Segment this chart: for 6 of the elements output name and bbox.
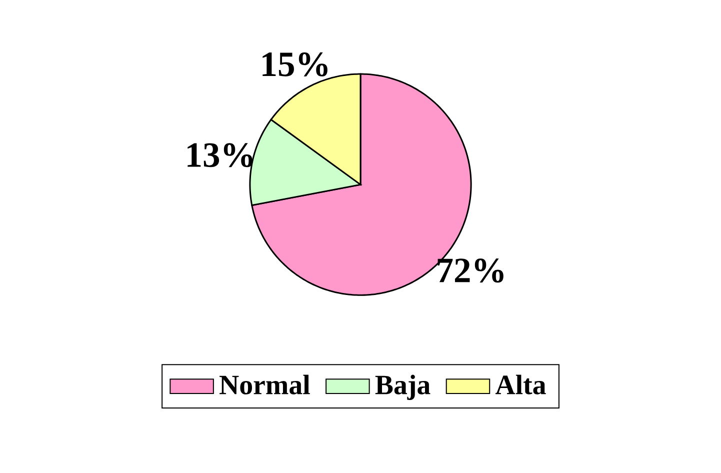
data-label: 13% — [188, 143, 252, 168]
legend-label: Normal — [220, 374, 310, 394]
legend-label: Alta — [495, 374, 546, 394]
data-label: 15% — [262, 52, 328, 76]
data-label: 72% — [438, 258, 504, 283]
legend-label: Baja — [375, 374, 430, 400]
